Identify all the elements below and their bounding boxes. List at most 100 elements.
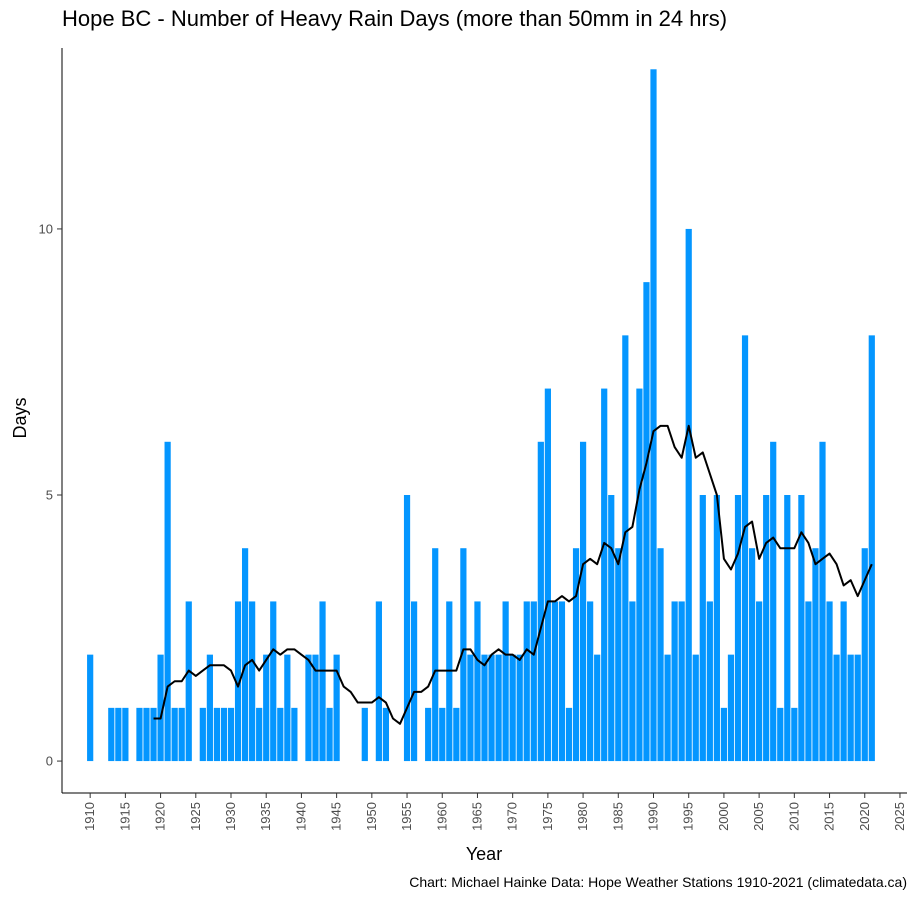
bar-1926 (199, 707, 206, 762)
bar-1969 (502, 601, 509, 762)
bar-1922 (171, 707, 178, 762)
bar-2014 (819, 441, 826, 762)
bar-1944 (326, 707, 333, 762)
bar-2000 (720, 707, 728, 762)
bar-2003 (741, 335, 749, 762)
bar-1973 (530, 601, 537, 762)
x-tick-label-1910: 1910 (82, 802, 97, 831)
bar-1983 (601, 388, 608, 762)
chart-title: Hope BC - Number of Heavy Rain Days (mor… (62, 6, 728, 31)
bar-1986 (622, 335, 629, 762)
x-tick-label-1970: 1970 (505, 802, 520, 831)
bar-1927 (206, 654, 213, 762)
x-tick-label-1965: 1965 (469, 802, 484, 831)
bar-1949 (361, 707, 368, 762)
bar-1915 (122, 707, 129, 762)
x-tick-label-1955: 1955 (399, 802, 414, 831)
bar-1975 (544, 388, 551, 762)
bar-1980 (579, 441, 587, 762)
bar-1959 (432, 548, 439, 762)
bar-1989 (643, 282, 650, 762)
bar-1995 (685, 228, 692, 762)
bar-2006 (763, 495, 770, 762)
x-tick-label-1935: 1935 (258, 802, 273, 831)
bar-1963 (460, 548, 467, 762)
bar-1982 (594, 654, 601, 762)
bar-1923 (178, 707, 185, 762)
bar-1958 (425, 707, 432, 762)
bar-1938 (284, 654, 291, 762)
x-tick-label-1930: 1930 (223, 802, 238, 831)
bar-1935 (263, 654, 270, 762)
bar-2020 (861, 548, 868, 762)
bar-1936 (270, 601, 277, 762)
x-tick-label-1985: 1985 (610, 802, 625, 831)
bar-1987 (629, 601, 636, 762)
bar-2021 (868, 335, 875, 762)
x-tick-label-1975: 1975 (540, 802, 555, 831)
x-tick-label-1990: 1990 (646, 802, 661, 831)
x-tick-label-2020: 2020 (857, 802, 872, 831)
bar-1920 (157, 654, 164, 762)
bar-1962 (453, 707, 460, 762)
bar-1945 (333, 654, 340, 762)
x-tick-label-1980: 1980 (575, 802, 590, 831)
bar-1984 (608, 495, 615, 762)
bar-1930 (227, 707, 235, 762)
bar-1968 (495, 654, 502, 762)
bar-1939 (291, 707, 298, 762)
axes (57, 48, 907, 798)
x-tick-label-2025: 2025 (892, 802, 907, 831)
x-tick-label-1945: 1945 (329, 802, 344, 831)
bar-2009 (784, 495, 791, 762)
y-axis-title: Days (10, 397, 30, 438)
bar-2018 (847, 654, 854, 762)
x-tick-label-2005: 2005 (751, 802, 766, 831)
chart-caption: Chart: Michael Hainke Data: Hope Weather… (409, 874, 907, 890)
bar-1960 (439, 707, 446, 762)
bar-1971 (516, 654, 523, 762)
bar-1992 (664, 654, 671, 762)
bar-1955 (403, 495, 411, 762)
bar-1919 (150, 707, 157, 762)
y-tick-label-0: 0 (46, 754, 53, 769)
bar-1914 (115, 707, 122, 762)
bar-1999 (713, 495, 720, 762)
bar-2007 (770, 441, 777, 762)
bar-1978 (565, 707, 573, 762)
bar-series (87, 69, 875, 762)
bar-1977 (558, 601, 566, 762)
bar-1924 (185, 601, 192, 762)
bar-2015 (826, 601, 833, 762)
bar-1985 (615, 548, 622, 762)
bar-1937 (277, 707, 284, 762)
bar-1931 (234, 601, 242, 762)
bar-2016 (833, 654, 840, 762)
bar-1964 (467, 654, 474, 762)
bar-1929 (220, 707, 228, 762)
bar-2004 (748, 548, 756, 762)
bar-2019 (854, 654, 861, 762)
x-tick-label-1950: 1950 (364, 802, 379, 831)
bar-1998 (706, 601, 713, 762)
bar-1921 (164, 441, 171, 762)
bar-1952 (382, 707, 390, 762)
bar-1996 (692, 654, 699, 762)
x-tick-label-1995: 1995 (681, 802, 696, 831)
bar-1993 (671, 601, 678, 762)
bar-2008 (777, 707, 784, 762)
bar-2012 (805, 601, 812, 762)
bar-1928 (213, 707, 221, 762)
x-tick-label-1960: 1960 (434, 802, 449, 831)
bar-1994 (678, 601, 685, 762)
bar-2011 (798, 495, 805, 762)
bar-1961 (446, 601, 453, 762)
x-tick-label-2015: 2015 (822, 802, 837, 831)
x-tick-label-1915: 1915 (117, 802, 132, 831)
bar-2002 (734, 495, 742, 762)
bar-1943 (319, 601, 326, 762)
trend-line-group (153, 424, 873, 725)
bar-1913 (108, 707, 115, 762)
bar-1910 (87, 654, 94, 762)
